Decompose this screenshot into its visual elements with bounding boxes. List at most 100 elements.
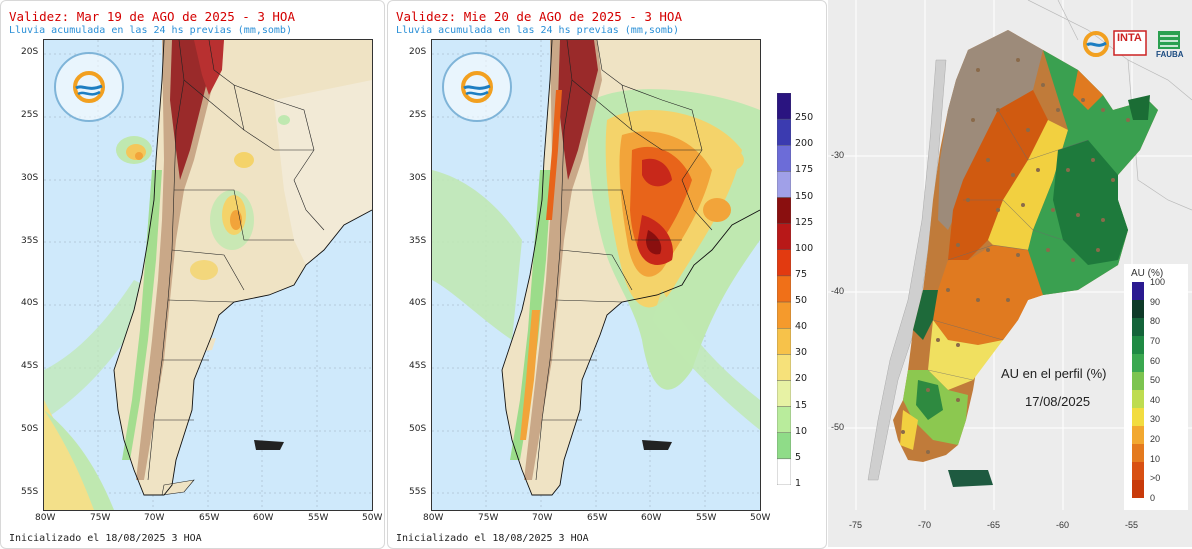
colorbar-swatch [776, 249, 792, 277]
au-legend-swatch [1132, 462, 1144, 481]
au-legend-label: 20 [1150, 434, 1161, 445]
au-lon-tick: -70 [918, 520, 932, 530]
au-annotation-title: AU en el perfil (%) [1001, 366, 1107, 381]
au-panel: INTA FAUBA AU en el perfil (%) 17/08/202… [828, 0, 1192, 547]
au-legend-swatch [1132, 372, 1144, 391]
lat-tick: 55S [21, 487, 39, 497]
au-legend-label: 80 [1150, 316, 1161, 327]
colorbar-label: 1 [795, 478, 802, 489]
colorbar-swatch [776, 327, 792, 355]
lon-tick: 80W [423, 513, 444, 523]
lon-tick: 50W [362, 513, 383, 523]
au-lon-tick: -55 [1125, 520, 1139, 530]
lat-tick: 25S [409, 110, 427, 120]
lat-tick: 30S [409, 173, 427, 183]
au-lat-tick: -50 [831, 422, 845, 432]
au-legend-swatch [1132, 390, 1144, 409]
au-legend-label: 40 [1150, 394, 1161, 405]
au-legend-swatch [1132, 282, 1144, 301]
lat-tick: 20S [409, 47, 427, 57]
au-lat-tick: -40 [831, 286, 845, 296]
colorbar-label: 150 [795, 190, 814, 202]
left-map-graphic [44, 40, 372, 510]
logos: INTA FAUBA [1082, 28, 1186, 62]
au-lon-tick: -75 [849, 520, 863, 530]
au-lat-tick: -30 [831, 150, 845, 160]
lon-tick: 75W [90, 513, 111, 523]
colorbar-label: 20 [795, 373, 808, 385]
au-lon-tick: -60 [1056, 520, 1070, 530]
lat-tick: 35S [409, 236, 427, 246]
colorbar-swatch [776, 145, 792, 172]
colorbar-swatch [776, 458, 792, 486]
lon-tick: 70W [144, 513, 165, 523]
lat-tick: 40S [21, 298, 39, 308]
au-legend-label: 10 [1150, 453, 1161, 464]
au-legend-swatch [1132, 426, 1144, 445]
colorbar-swatch [776, 92, 792, 120]
mid-map-graphic [432, 40, 760, 510]
left-map-card: Validez: Mar 19 de AGO de 2025 - 3 HOA L… [0, 0, 385, 549]
colorbar-label: 200 [795, 138, 814, 150]
colorbar-label: 175 [795, 164, 814, 176]
fauba-logo: FAUBA [1156, 50, 1184, 59]
au-legend-swatch [1132, 444, 1144, 463]
lat-tick: 25S [21, 110, 39, 120]
au-legend-label: 70 [1150, 335, 1161, 346]
colorbar-swatch [776, 380, 792, 407]
colorbar-label: 250 [795, 112, 814, 124]
colorbar-label: 15 [795, 399, 808, 411]
au-legend-swatch [1132, 336, 1144, 355]
left-map-title: Validez: Mar 19 de AGO de 2025 - 3 HOA [9, 9, 295, 24]
au-legend-swatch [1132, 300, 1144, 319]
lon-tick: 55W [308, 513, 329, 523]
colorbar-swatch [776, 432, 792, 460]
au-legend-swatch [1132, 318, 1144, 337]
lon-tick: 50W [750, 513, 771, 523]
colorbar-swatch [776, 275, 792, 303]
colorbar-swatch [776, 223, 792, 251]
colorbar-label: 30 [795, 347, 808, 359]
au-legend-swatch [1132, 408, 1144, 427]
colorbar-label: 100 [795, 242, 814, 254]
mid-map-card: Validez: Mie 20 de AGO de 2025 - 3 HOA L… [387, 0, 827, 549]
au-legend-label: 60 [1150, 355, 1161, 366]
colorbar-label: 125 [795, 216, 814, 228]
lon-tick: 65W [199, 513, 220, 523]
mid-map-footer: Inicializado el 18/08/2025 3 HOA [396, 533, 589, 544]
lon-tick: 60W [253, 513, 274, 523]
au-legend-swatch [1132, 354, 1144, 373]
au-annotation-date: 17/08/2025 [1025, 394, 1091, 409]
inta-logo: INTA [1117, 32, 1142, 44]
smn-seal-logo [442, 52, 512, 122]
colorbar-swatch [776, 406, 792, 433]
left-map-footer: Inicializado el 18/08/2025 3 HOA [9, 533, 202, 544]
colorbar-label: 5 [795, 451, 802, 463]
lon-tick: 75W [478, 513, 499, 523]
lat-tick: 50S [409, 424, 427, 434]
colorbar-label: 50 [795, 295, 808, 307]
lat-tick: 20S [21, 47, 39, 57]
au-legend-label: 30 [1150, 414, 1161, 425]
au-lon-tick: -65 [987, 520, 1001, 530]
au-legend-label: 50 [1150, 375, 1161, 386]
au-legend: AU (%) 100 90 80 70 60 50 40 30 20 10 >0 0 [1124, 264, 1188, 510]
lat-tick: 30S [21, 173, 39, 183]
lat-tick: 50S [21, 424, 39, 434]
colorbar-swatch [776, 197, 792, 224]
lat-tick: 55S [409, 487, 427, 497]
lon-tick: 65W [587, 513, 608, 523]
lat-tick: 45S [409, 361, 427, 371]
lon-tick: 60W [641, 513, 662, 523]
colorbar-label: 75 [795, 268, 808, 280]
au-legend-label: 0 [1150, 493, 1156, 503]
lon-tick: 70W [532, 513, 553, 523]
au-legend-label: 90 [1150, 296, 1161, 307]
colorbar-label: 40 [795, 321, 808, 333]
lon-tick: 55W [696, 513, 717, 523]
au-legend-swatch [1132, 480, 1144, 498]
colorbar-swatch [776, 171, 792, 198]
colorbar-label: 10 [795, 425, 808, 437]
mid-map-title: Validez: Mie 20 de AGO de 2025 - 3 HOA [396, 9, 682, 24]
left-map-subtitle: Lluvia acumulada en las 24 hs previas (m… [9, 25, 292, 36]
